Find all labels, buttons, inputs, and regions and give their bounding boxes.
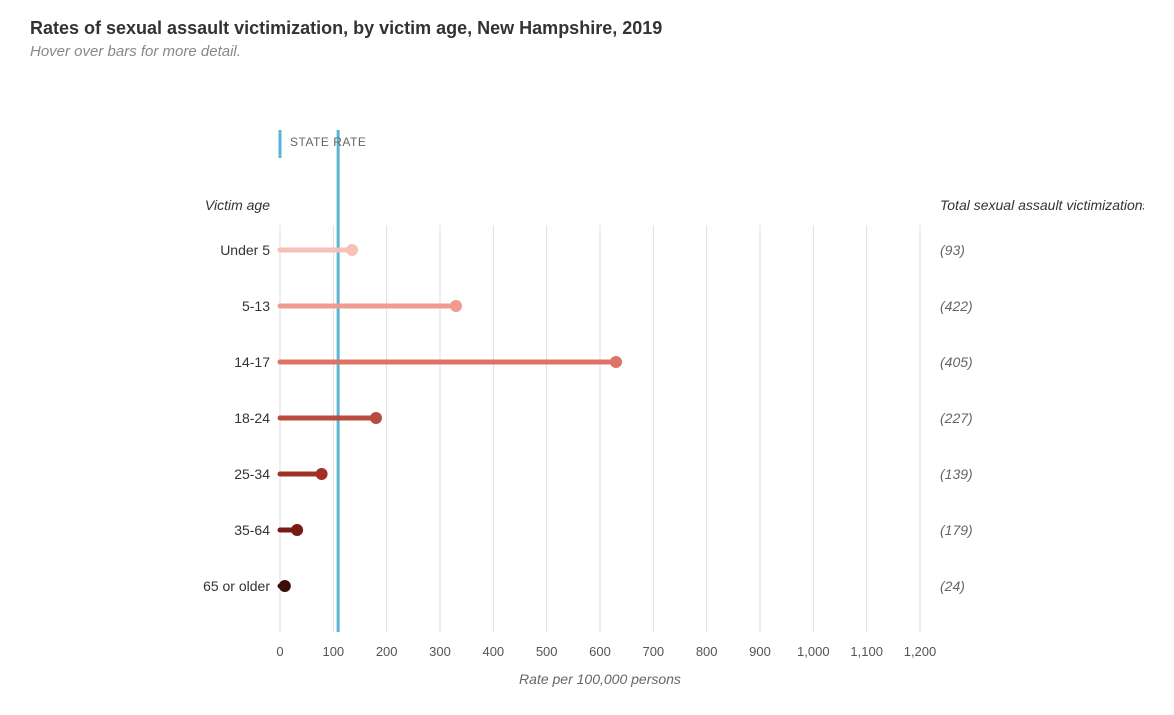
category-label: 65 or older bbox=[203, 578, 270, 594]
lollipop-marker[interactable] bbox=[610, 356, 622, 368]
x-tick-label: 200 bbox=[376, 644, 398, 659]
lollipop-marker[interactable] bbox=[316, 468, 328, 480]
x-tick-label: 1,000 bbox=[797, 644, 830, 659]
category-label: 25-34 bbox=[234, 466, 270, 482]
lollipop-marker[interactable] bbox=[291, 524, 303, 536]
x-tick-label: 700 bbox=[642, 644, 664, 659]
x-tick-label: 600 bbox=[589, 644, 611, 659]
x-tick-label: 1,100 bbox=[850, 644, 883, 659]
lollipop-marker[interactable] bbox=[346, 244, 358, 256]
chart-container: 0 100 200 300 400 500 600 700 800 900 1,000 1,100 1,… bbox=[30, 90, 1144, 710]
total-value: (139) bbox=[940, 466, 973, 482]
lollipop-marker[interactable] bbox=[450, 300, 462, 312]
x-axis-title: Rate per 100,000 persons bbox=[519, 671, 681, 687]
x-tick-label: 1,200 bbox=[904, 644, 937, 659]
category-label: 5-13 bbox=[242, 298, 270, 314]
category-label: 18-24 bbox=[234, 410, 270, 426]
total-value: (24) bbox=[940, 578, 965, 594]
x-tick-label: 400 bbox=[482, 644, 504, 659]
category-label: Under 5 bbox=[220, 242, 270, 258]
x-tick-label: 300 bbox=[429, 644, 451, 659]
total-value: (405) bbox=[940, 354, 973, 370]
x-tick-label: 0 bbox=[276, 644, 283, 659]
x-tick-label: 900 bbox=[749, 644, 771, 659]
x-tick-label: 100 bbox=[322, 644, 344, 659]
total-value: (227) bbox=[940, 410, 973, 426]
lollipop-marker[interactable] bbox=[370, 412, 382, 424]
lollipop-chart: 0 100 200 300 400 500 600 700 800 900 1,000 1,100 1,… bbox=[30, 90, 1144, 710]
total-value: (422) bbox=[940, 298, 973, 314]
category-label: 14-17 bbox=[234, 354, 270, 370]
state-rate-label: STATE RATE bbox=[290, 135, 366, 149]
right-column-header: Total sexual assault victimizations bbox=[940, 197, 1144, 213]
left-column-header: Victim age bbox=[205, 197, 270, 213]
x-tick-label: 800 bbox=[696, 644, 718, 659]
x-tick-label: 500 bbox=[536, 644, 558, 659]
chart-title: Rates of sexual assault victimization, b… bbox=[30, 18, 1144, 39]
chart-subtitle: Hover over bars for more detail. bbox=[30, 43, 1144, 60]
lollipop-marker[interactable] bbox=[279, 580, 291, 592]
category-label: 35-64 bbox=[234, 522, 270, 538]
total-value: (179) bbox=[940, 522, 973, 538]
total-value: (93) bbox=[940, 242, 965, 258]
